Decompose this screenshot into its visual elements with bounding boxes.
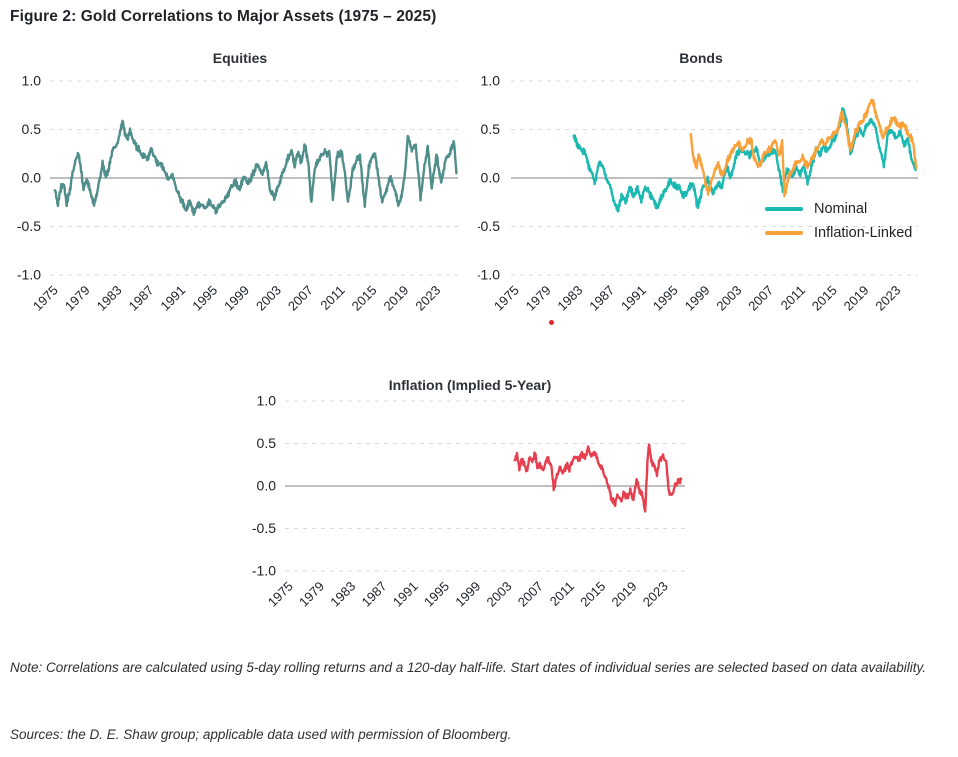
x-tick-label: 1991: [618, 283, 649, 314]
series-path-nominal: [572, 107, 917, 213]
x-tick-label: 1975: [30, 283, 61, 314]
series-path-gold-correlation-to-equities: [53, 119, 458, 217]
y-tick-label: 0.5: [481, 121, 501, 137]
x-tick-label: 2019: [841, 283, 872, 314]
legend-label-inflation-linked: Inflation-Linked: [814, 224, 913, 241]
y-tick-label: -1.0: [478, 267, 500, 283]
legend-label-nominal: Nominal: [814, 201, 868, 217]
x-tick-label: 2007: [515, 579, 546, 610]
x-tick-label: 1987: [125, 283, 156, 314]
chart-block-inflation: Inflation (Implied 5-Year) 1.0 0.5 0.0 -0.5…: [240, 370, 720, 630]
chart-block-equities: Equities 1.0 0.5 0.0 -0.5 -1.0 1975 1979 1983 19…: [0, 40, 470, 340]
y-tick-label: -0.5: [17, 218, 41, 234]
x-tick-label: 2003: [253, 283, 284, 314]
figure-title: Figure 2: Gold Correlations to Major Ass…: [10, 8, 437, 25]
x-tick-label: 1999: [452, 579, 483, 610]
x-tick-label: 1991: [390, 579, 421, 610]
x-tick-label: 2019: [609, 579, 640, 610]
red-dot-artifact: [549, 320, 554, 325]
chart-title-inflation: Inflation (Implied 5-Year): [388, 377, 552, 393]
x-tick-label: 1999: [682, 283, 713, 314]
x-tick-label: 1995: [650, 283, 681, 314]
x-tick-label: 2011: [317, 283, 347, 313]
chart-title-bonds: Bonds: [679, 50, 723, 66]
legend-item-nominal: Nominal: [765, 202, 912, 217]
legend-item-inflation-linked: Inflation-Linked: [765, 224, 913, 241]
x-tick-label: 2007: [285, 283, 316, 314]
y-tick-label: 0.5: [257, 435, 277, 451]
x-tick-label: 1983: [554, 283, 585, 314]
x-tick-label: 2003: [713, 283, 744, 314]
x-tick-label: 1999: [221, 283, 252, 314]
x-tick-label: 1975: [491, 283, 522, 314]
series-path-gold-correlation-to-implied-5-year-inflation: [513, 443, 683, 513]
y-tick-label: 0.0: [22, 170, 42, 186]
bonds-legend: Nominal Inflation-Linked: [765, 202, 912, 240]
x-tick-label: 2015: [809, 283, 840, 314]
x-tick-label: 1979: [62, 283, 93, 314]
y-tick-label: 1.0: [22, 73, 42, 89]
x-tick-label: 2011: [547, 579, 577, 609]
x-tick-label: 2023: [872, 283, 903, 314]
x-tick-label: 1987: [359, 579, 390, 610]
x-tick-label: 1975: [265, 579, 296, 610]
y-tick-label: 1.0: [257, 393, 277, 409]
x-tick-label: 1983: [327, 579, 358, 610]
inflation-linked-line-swatch: [765, 230, 803, 235]
x-tick-label: 1995: [421, 579, 452, 610]
x-tick-label: 2007: [745, 283, 776, 314]
chart-block-bonds: Bonds 1.0 0.5 0.0 -0.5 -1.0 1975 1979 1983 1987 1…: [478, 40, 958, 340]
x-tick-label: 2003: [484, 579, 515, 610]
y-tick-label: 1.0: [481, 73, 501, 89]
sources-text: Sources: the D. E. Shaw group; applicabl…: [10, 727, 512, 742]
series-path-inflation-linked: [689, 98, 918, 198]
x-tick-label: 1995: [189, 283, 220, 314]
x-tick-label: 2023: [412, 283, 443, 314]
x-tick-label: 1987: [586, 283, 617, 314]
y-tick-label: -1.0: [17, 267, 41, 283]
x-tick-label: 2015: [577, 579, 608, 610]
chart-title-equities: Equities: [212, 50, 268, 66]
note-text: Note: Correlations are calculated using …: [10, 660, 927, 675]
y-tick-label: 0.0: [481, 170, 501, 186]
y-tick-label: 0.5: [22, 121, 42, 137]
x-tick-label: 1979: [523, 283, 554, 314]
x-tick-label: 2011: [778, 283, 808, 313]
x-tick-label: 1983: [94, 283, 125, 314]
x-tick-label: 2015: [349, 283, 380, 314]
x-tick-label: 2023: [640, 579, 671, 610]
y-tick-label: -0.5: [478, 218, 500, 234]
x-tick-label: 1991: [157, 283, 188, 314]
nominal-line-swatch: [765, 207, 803, 212]
x-tick-label: 2019: [380, 283, 411, 314]
y-tick-label: -0.5: [252, 520, 276, 536]
y-tick-label: 0.0: [257, 478, 277, 494]
x-tick-label: 1979: [296, 579, 327, 610]
y-tick-label: -1.0: [252, 563, 276, 579]
